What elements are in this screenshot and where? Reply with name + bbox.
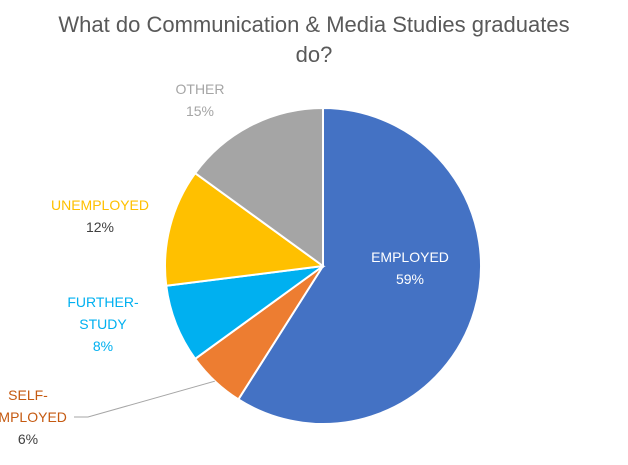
chart-title-line-1: What do Communication & Media Studies gr…: [58, 12, 570, 37]
slice-name-label: EMPLOYED: [0, 409, 67, 425]
pie-slice-employed: [236, 106, 482, 425]
leader-line: [74, 380, 215, 418]
data-label-self-employed: SELF- EMPLOYED 6%: [0, 387, 67, 447]
slice-value-label: 15%: [186, 103, 214, 119]
data-label-further-study: FURTHER- STUDY 8%: [67, 294, 139, 354]
data-label-employed: EMPLOYED 59%: [371, 249, 449, 287]
pie-slice-other: [193, 106, 324, 268]
slice-value-label: 59%: [396, 271, 424, 287]
slice-name-label: UNEMPLOYED: [51, 197, 149, 213]
slice-name-label: FURTHER-: [67, 294, 139, 310]
pie-slice-unemployed: [164, 171, 326, 287]
slice-value-label: 12%: [86, 219, 114, 235]
data-label-unemployed: UNEMPLOYED 12%: [51, 197, 149, 235]
slice-value-label: 8%: [93, 338, 113, 354]
chart-title: What do Communication & Media Studies gr…: [0, 10, 628, 70]
slice-value-label: 6%: [18, 431, 38, 447]
slice-name-label: SELF-: [8, 387, 48, 403]
slice-name-label: EMPLOYED: [371, 249, 449, 265]
data-label-other: OTHER 15%: [176, 81, 225, 119]
slice-name-label: STUDY: [79, 316, 127, 332]
slice-name-label: OTHER: [176, 81, 225, 97]
chart-title-line-2: do?: [295, 42, 333, 67]
